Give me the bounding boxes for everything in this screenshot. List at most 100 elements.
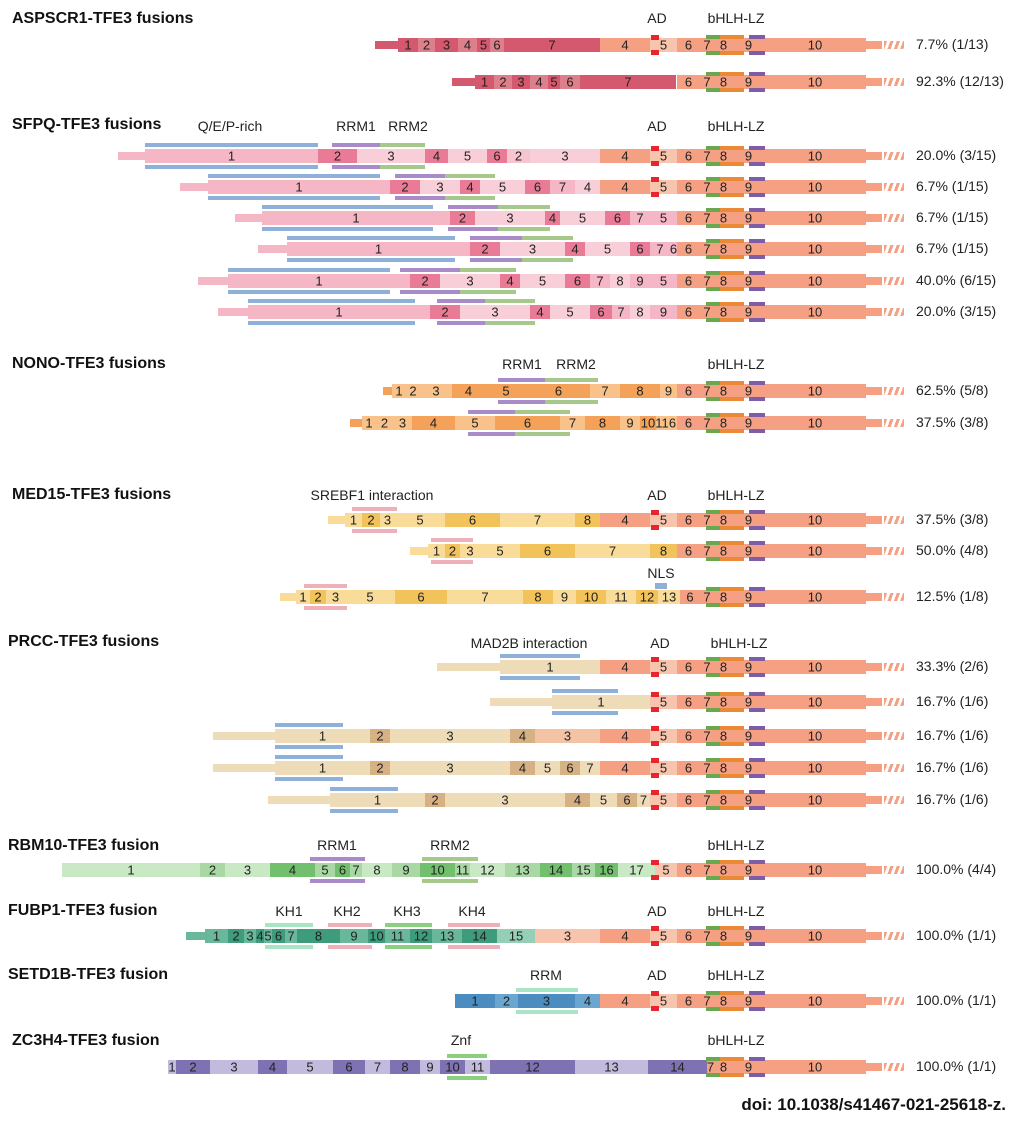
partner-exon [340, 929, 368, 943]
tfe3-exon-6 [677, 929, 700, 943]
partner-exon [420, 863, 455, 877]
exon-label: 13 [439, 928, 455, 944]
bhlh-marker [706, 926, 720, 946]
partner-exon [213, 732, 275, 740]
domain-label: RRM2 [430, 837, 470, 853]
exon-label: 8 [719, 415, 728, 431]
partner-exon [650, 211, 677, 225]
end-marker [749, 758, 765, 778]
partner-exon [345, 513, 362, 527]
exon-label: 10 [807, 928, 823, 944]
exon-label: 8 [719, 179, 728, 195]
end-marker [749, 1057, 765, 1077]
exon-label: 8 [719, 210, 728, 226]
domain-label: RRM2 [556, 356, 596, 372]
doi-citation: doi: 10.1038/s41467-021-25618-z. [741, 1095, 1006, 1114]
exon-label: 9 [744, 993, 753, 1009]
exon-label: 6 [686, 589, 694, 605]
tfe3-exon-8 [714, 149, 733, 163]
tfe3-exon-4 [600, 994, 650, 1008]
domain-label: bHLH-LZ [707, 837, 765, 853]
partner-exon [450, 211, 475, 225]
bhlh-marker [706, 271, 720, 291]
tfe3-exon-7 [700, 274, 714, 288]
domain-label: RRM [530, 967, 562, 983]
exon-label: 12 [525, 1059, 540, 1075]
tfe3-exon-9 [733, 416, 764, 430]
tfe3-exon-6 [677, 274, 700, 288]
exon-label: 6 [684, 543, 693, 559]
exon-label: 8 [616, 273, 624, 289]
partner-exon [487, 149, 507, 163]
exon-label: 9 [744, 928, 753, 944]
protein-domain [470, 236, 522, 262]
lz-marker [720, 790, 744, 810]
partner-exon [575, 180, 600, 194]
tfe3-tail [866, 796, 882, 804]
tfe3-exon-7 [700, 863, 714, 877]
partner-exon [357, 149, 425, 163]
exon-label: 10 [807, 210, 823, 226]
partner-exon [500, 513, 575, 527]
exon-label: 10 [807, 1059, 823, 1075]
protein-domain [437, 299, 485, 325]
partner-exon [425, 149, 448, 163]
exon-label: 4 [621, 512, 629, 528]
exon-label: 3 [446, 760, 454, 776]
partner-exon [576, 590, 606, 604]
exon-label: 9 [744, 148, 753, 164]
ad-marker [651, 726, 659, 746]
exon-label: 5 [366, 589, 374, 605]
partner-exon [333, 1060, 365, 1074]
mad2b-interaction-domain [330, 787, 398, 813]
partner-exon [595, 863, 618, 877]
partner-exon [650, 274, 677, 288]
tfe3-hatch [884, 387, 904, 395]
group-title: ZC3H4-TFE3 fusion [12, 1032, 160, 1049]
bhlh-marker [706, 177, 720, 197]
exon-label: 9 [744, 728, 753, 744]
frequency-label: 33.3% (2/6) [916, 658, 989, 674]
exon-label: 6 [684, 415, 693, 431]
exon-label: 2 [208, 862, 217, 878]
tfe3-exon-7 [700, 660, 714, 674]
exon-label: 5 [659, 928, 668, 944]
group-title: FUBP1-TFE3 fusion [8, 902, 158, 919]
exon-label: 4 [583, 993, 592, 1009]
tfe3-exon-7 [700, 305, 714, 319]
exon-label: 6 [636, 241, 644, 257]
exon-label: 10 [807, 543, 823, 559]
tfe3-hatch [884, 732, 904, 740]
partner-exon [572, 863, 595, 877]
tfe3-exon-8 [714, 180, 733, 194]
exon-label: 4 [288, 862, 297, 878]
tfe3-tail [866, 1063, 882, 1071]
exon-label: 8 [719, 241, 728, 257]
exon-label: 1 [432, 543, 441, 559]
exon-label: 6 [613, 210, 622, 226]
tfe3-exon-8 [714, 544, 733, 558]
exon-label: 1 [227, 148, 236, 164]
exon-label: 8 [719, 543, 728, 559]
frequency-label: 16.7% (1/6) [916, 759, 989, 775]
tfe3-exon-5 [650, 729, 677, 743]
exon-label: 5 [578, 210, 587, 226]
exon-label: 6 [684, 383, 693, 399]
exon-label: 5 [538, 273, 547, 289]
partner-exon [287, 242, 470, 256]
tfe3-exon-3 [535, 929, 600, 943]
exon-label: 6 [684, 179, 693, 195]
ad-marker [651, 860, 659, 880]
partner-exon [500, 274, 520, 288]
exon-label: 11 [655, 415, 669, 431]
srebf1-interaction-domain [352, 507, 397, 533]
tfe3-exon-10 [764, 305, 866, 319]
exon-label: 1 [318, 728, 327, 744]
exon-label: 2 [333, 148, 342, 164]
partner-exon [428, 544, 445, 558]
end-marker [749, 381, 765, 401]
bhlh-marker [706, 587, 720, 607]
exon-label: 8 [659, 543, 668, 559]
partner-exon [455, 994, 495, 1008]
tfe3-exon-8 [714, 1060, 733, 1074]
